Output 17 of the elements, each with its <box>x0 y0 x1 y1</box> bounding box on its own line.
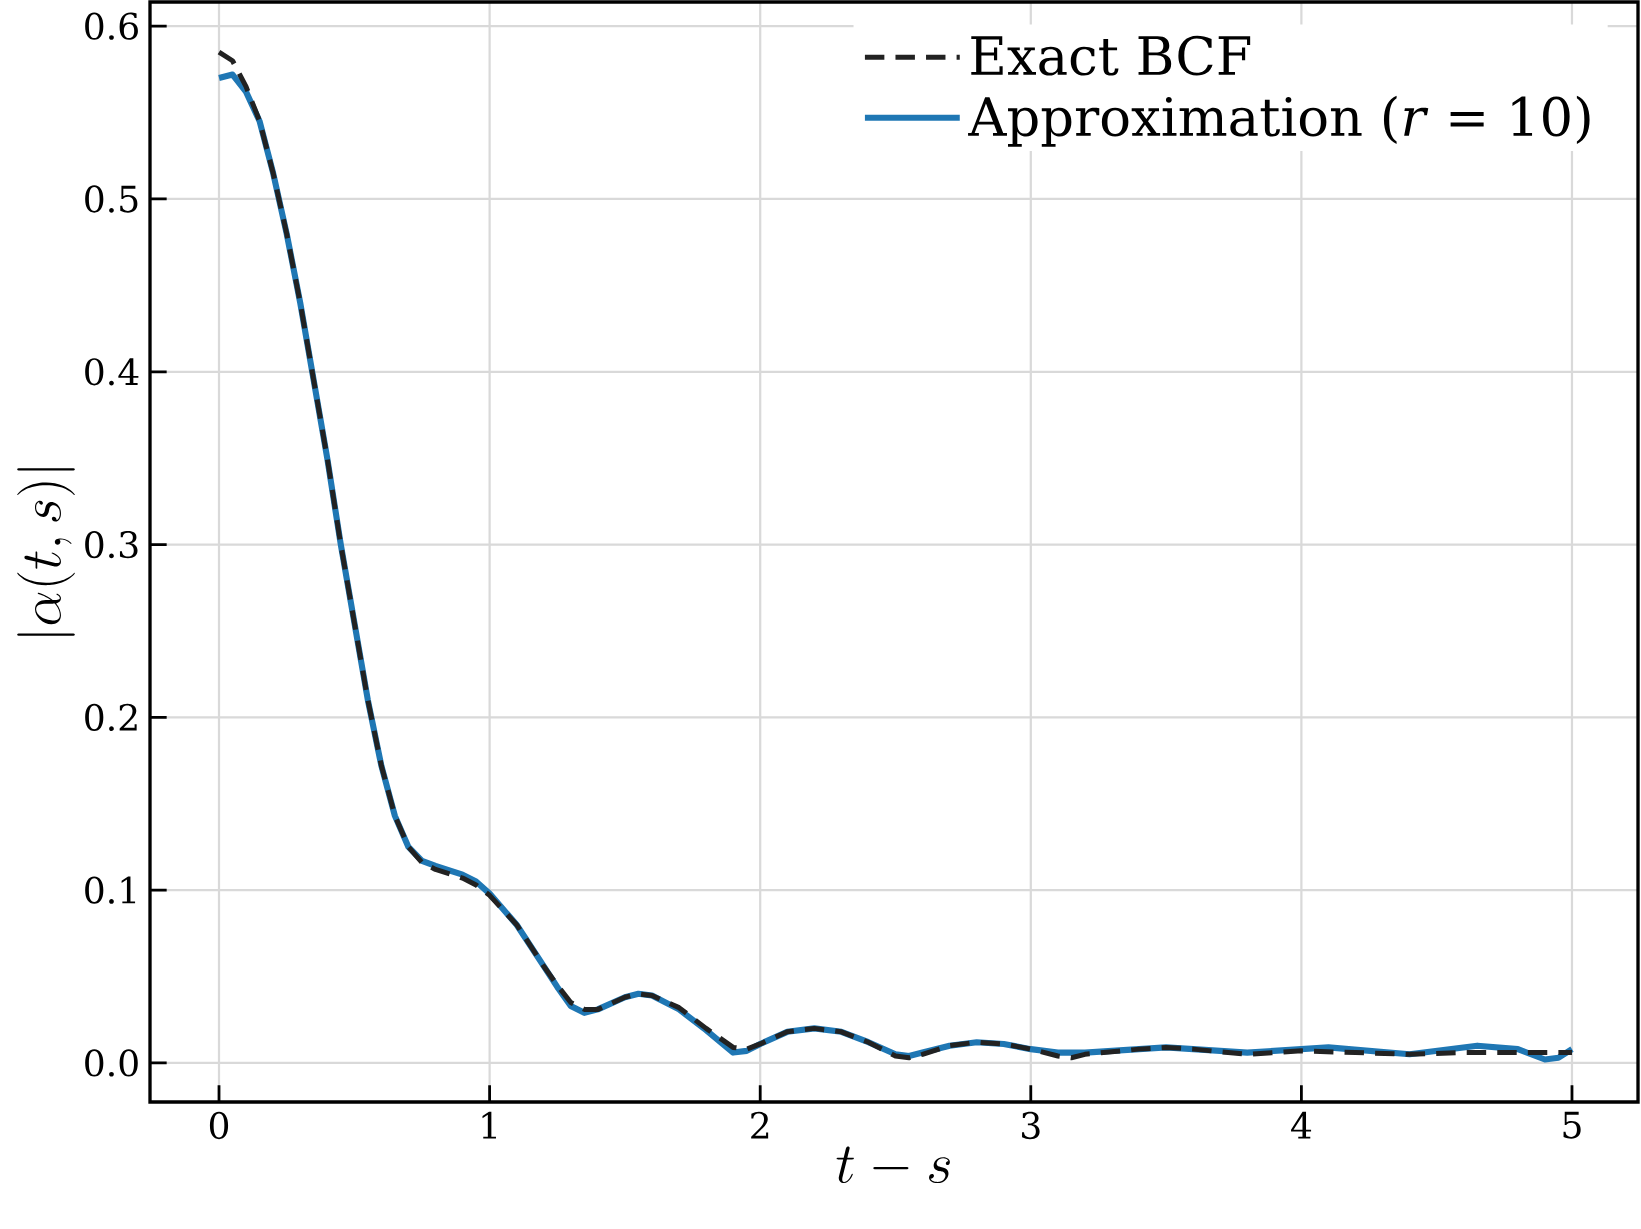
y-tick-label: 0.1 <box>85 876 136 904</box>
y-tick-label: 0.6 <box>85 12 138 40</box>
legend-label: Approximation (r = 10) <box>968 95 1590 147</box>
y-tick-label: 0.3 <box>85 530 138 559</box>
y-tick-label: 0.5 <box>85 185 138 213</box>
x-tick-label: 4 <box>1291 1111 1312 1139</box>
y-tick-label: 0.4 <box>85 358 139 386</box>
y-axis-title: $|\alpha(t,s)|$ <box>17 468 75 636</box>
legend-label: Exact BCF <box>971 35 1251 76</box>
x-tick-label: 2 <box>751 1111 769 1139</box>
x-tick-label: 5 <box>1563 1111 1581 1139</box>
y-tick-label: 0.0 <box>85 1049 138 1077</box>
x-tick-label: 0 <box>209 1111 229 1140</box>
x-axis-title: $t-s$ <box>836 1146 950 1184</box>
y-tick-label: 0.2 <box>85 703 137 732</box>
x-tick-label: 1 <box>482 1111 496 1139</box>
x-tick-label: 3 <box>1022 1111 1040 1140</box>
